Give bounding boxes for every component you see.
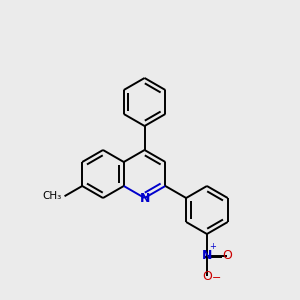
- Text: +: +: [209, 242, 216, 250]
- Text: N: N: [202, 249, 212, 262]
- Text: N: N: [140, 191, 150, 205]
- Text: CH₃: CH₃: [42, 191, 62, 201]
- Text: O: O: [202, 269, 212, 283]
- Text: −: −: [212, 273, 221, 283]
- Text: O: O: [222, 249, 232, 262]
